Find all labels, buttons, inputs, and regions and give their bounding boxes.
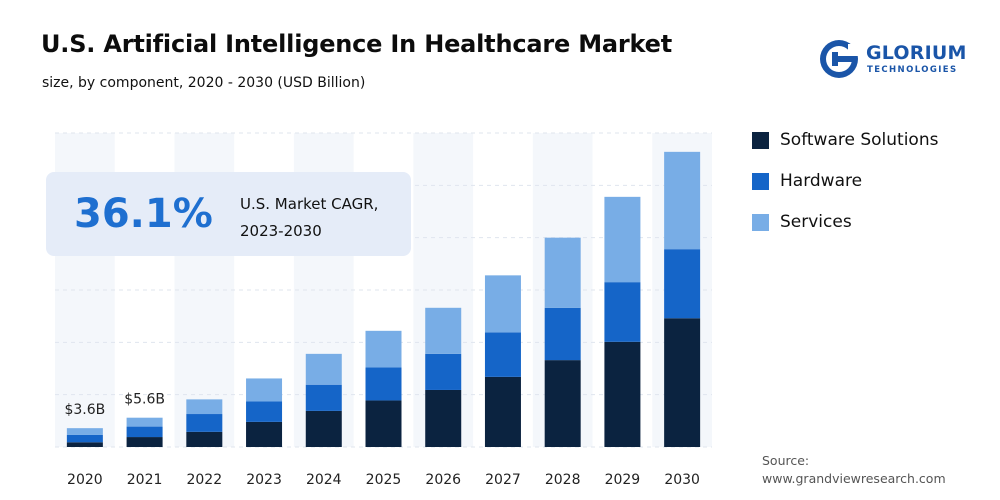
bar-hardware-2023 [246,401,283,422]
logo-name: GLORIUM [866,42,967,64]
x-tick-label: 2027 [485,472,521,488]
cagr-label: U.S. Market CAGR, 2023-2030 [240,191,378,245]
x-tick-label: 2030 [664,472,700,488]
cagr-value: 36.1% [74,191,213,237]
chart-title: U.S. Artificial Intelligence In Healthca… [41,30,673,58]
bar-services-2030 [664,151,701,250]
bar-services-2029 [604,196,641,283]
bar-hardware-2027 [484,332,521,377]
bar-hardware-2025 [365,367,402,401]
bar-hardware-2030 [664,249,701,319]
legend-swatch-software [752,132,769,149]
bar-services-2020 [66,428,103,435]
cagr-label-line1: U.S. Market CAGR, [240,195,379,213]
bar-hardware-2021 [126,426,163,438]
bar-hardware-2022 [186,414,223,432]
x-tick-label: 2022 [186,472,222,488]
bar-software-solutions-2028 [544,360,581,447]
bar-services-2024 [305,353,342,385]
source-note: Source: www.grandviewresearch.com [762,452,946,488]
bar-hardware-2020 [66,434,103,443]
data-label: $5.6B [124,392,165,408]
x-tick-label: 2024 [306,472,342,488]
bar-software-solutions-2025 [365,400,402,447]
bar-hardware-2028 [544,307,581,361]
bar-services-2026 [425,307,462,354]
x-tick-label: 2026 [425,472,461,488]
legend-label-hardware: Hardware [780,171,863,191]
x-tick-label: 2028 [545,472,581,488]
source-url[interactable]: www.grandviewresearch.com [762,471,946,486]
x-tick-label: 2023 [246,472,282,488]
legend-label-services: Services [780,212,852,232]
logo-tagline: TECHNOLOGIES [867,65,958,75]
x-tick-label: 2029 [605,472,641,488]
bar-software-solutions-2026 [425,389,462,447]
source-label: Source: [762,453,810,468]
bar-services-2027 [484,275,521,333]
bar-software-solutions-2021 [126,437,163,447]
legend-swatch-hardware [752,173,769,190]
glorium-g-icon [820,40,860,78]
legend-label-software: Software Solutions [780,130,939,150]
bar-services-2028 [544,237,581,308]
bar-services-2021 [126,417,163,427]
bar-hardware-2029 [604,282,641,342]
cagr-label-line2: 2023-2030 [240,222,322,240]
bar-software-solutions-2020 [66,442,103,447]
bar-software-solutions-2022 [186,431,223,447]
cagr-callout: 36.1% U.S. Market CAGR, 2023-2030 [46,172,411,256]
bar-hardware-2024 [305,384,342,411]
bar-services-2025 [365,330,402,368]
bar-services-2023 [246,378,283,402]
x-tick-label: 2025 [366,472,402,488]
bar-software-solutions-2030 [664,318,701,447]
x-tick-label: 2021 [127,472,163,488]
bar-software-solutions-2027 [484,376,521,447]
data-label: $3.6B [64,402,105,418]
brand-logo: GLORIUM TECHNOLOGIES [818,38,978,82]
bar-software-solutions-2024 [305,410,342,447]
legend-swatch-services [752,214,769,231]
x-tick-label: 2020 [67,472,103,488]
chart-subtitle: size, by component, 2020 - 2030 (USD Bil… [42,75,366,91]
bar-hardware-2026 [425,353,462,390]
bar-software-solutions-2023 [246,421,283,447]
bar-software-solutions-2029 [604,341,641,447]
bar-services-2022 [186,399,223,415]
